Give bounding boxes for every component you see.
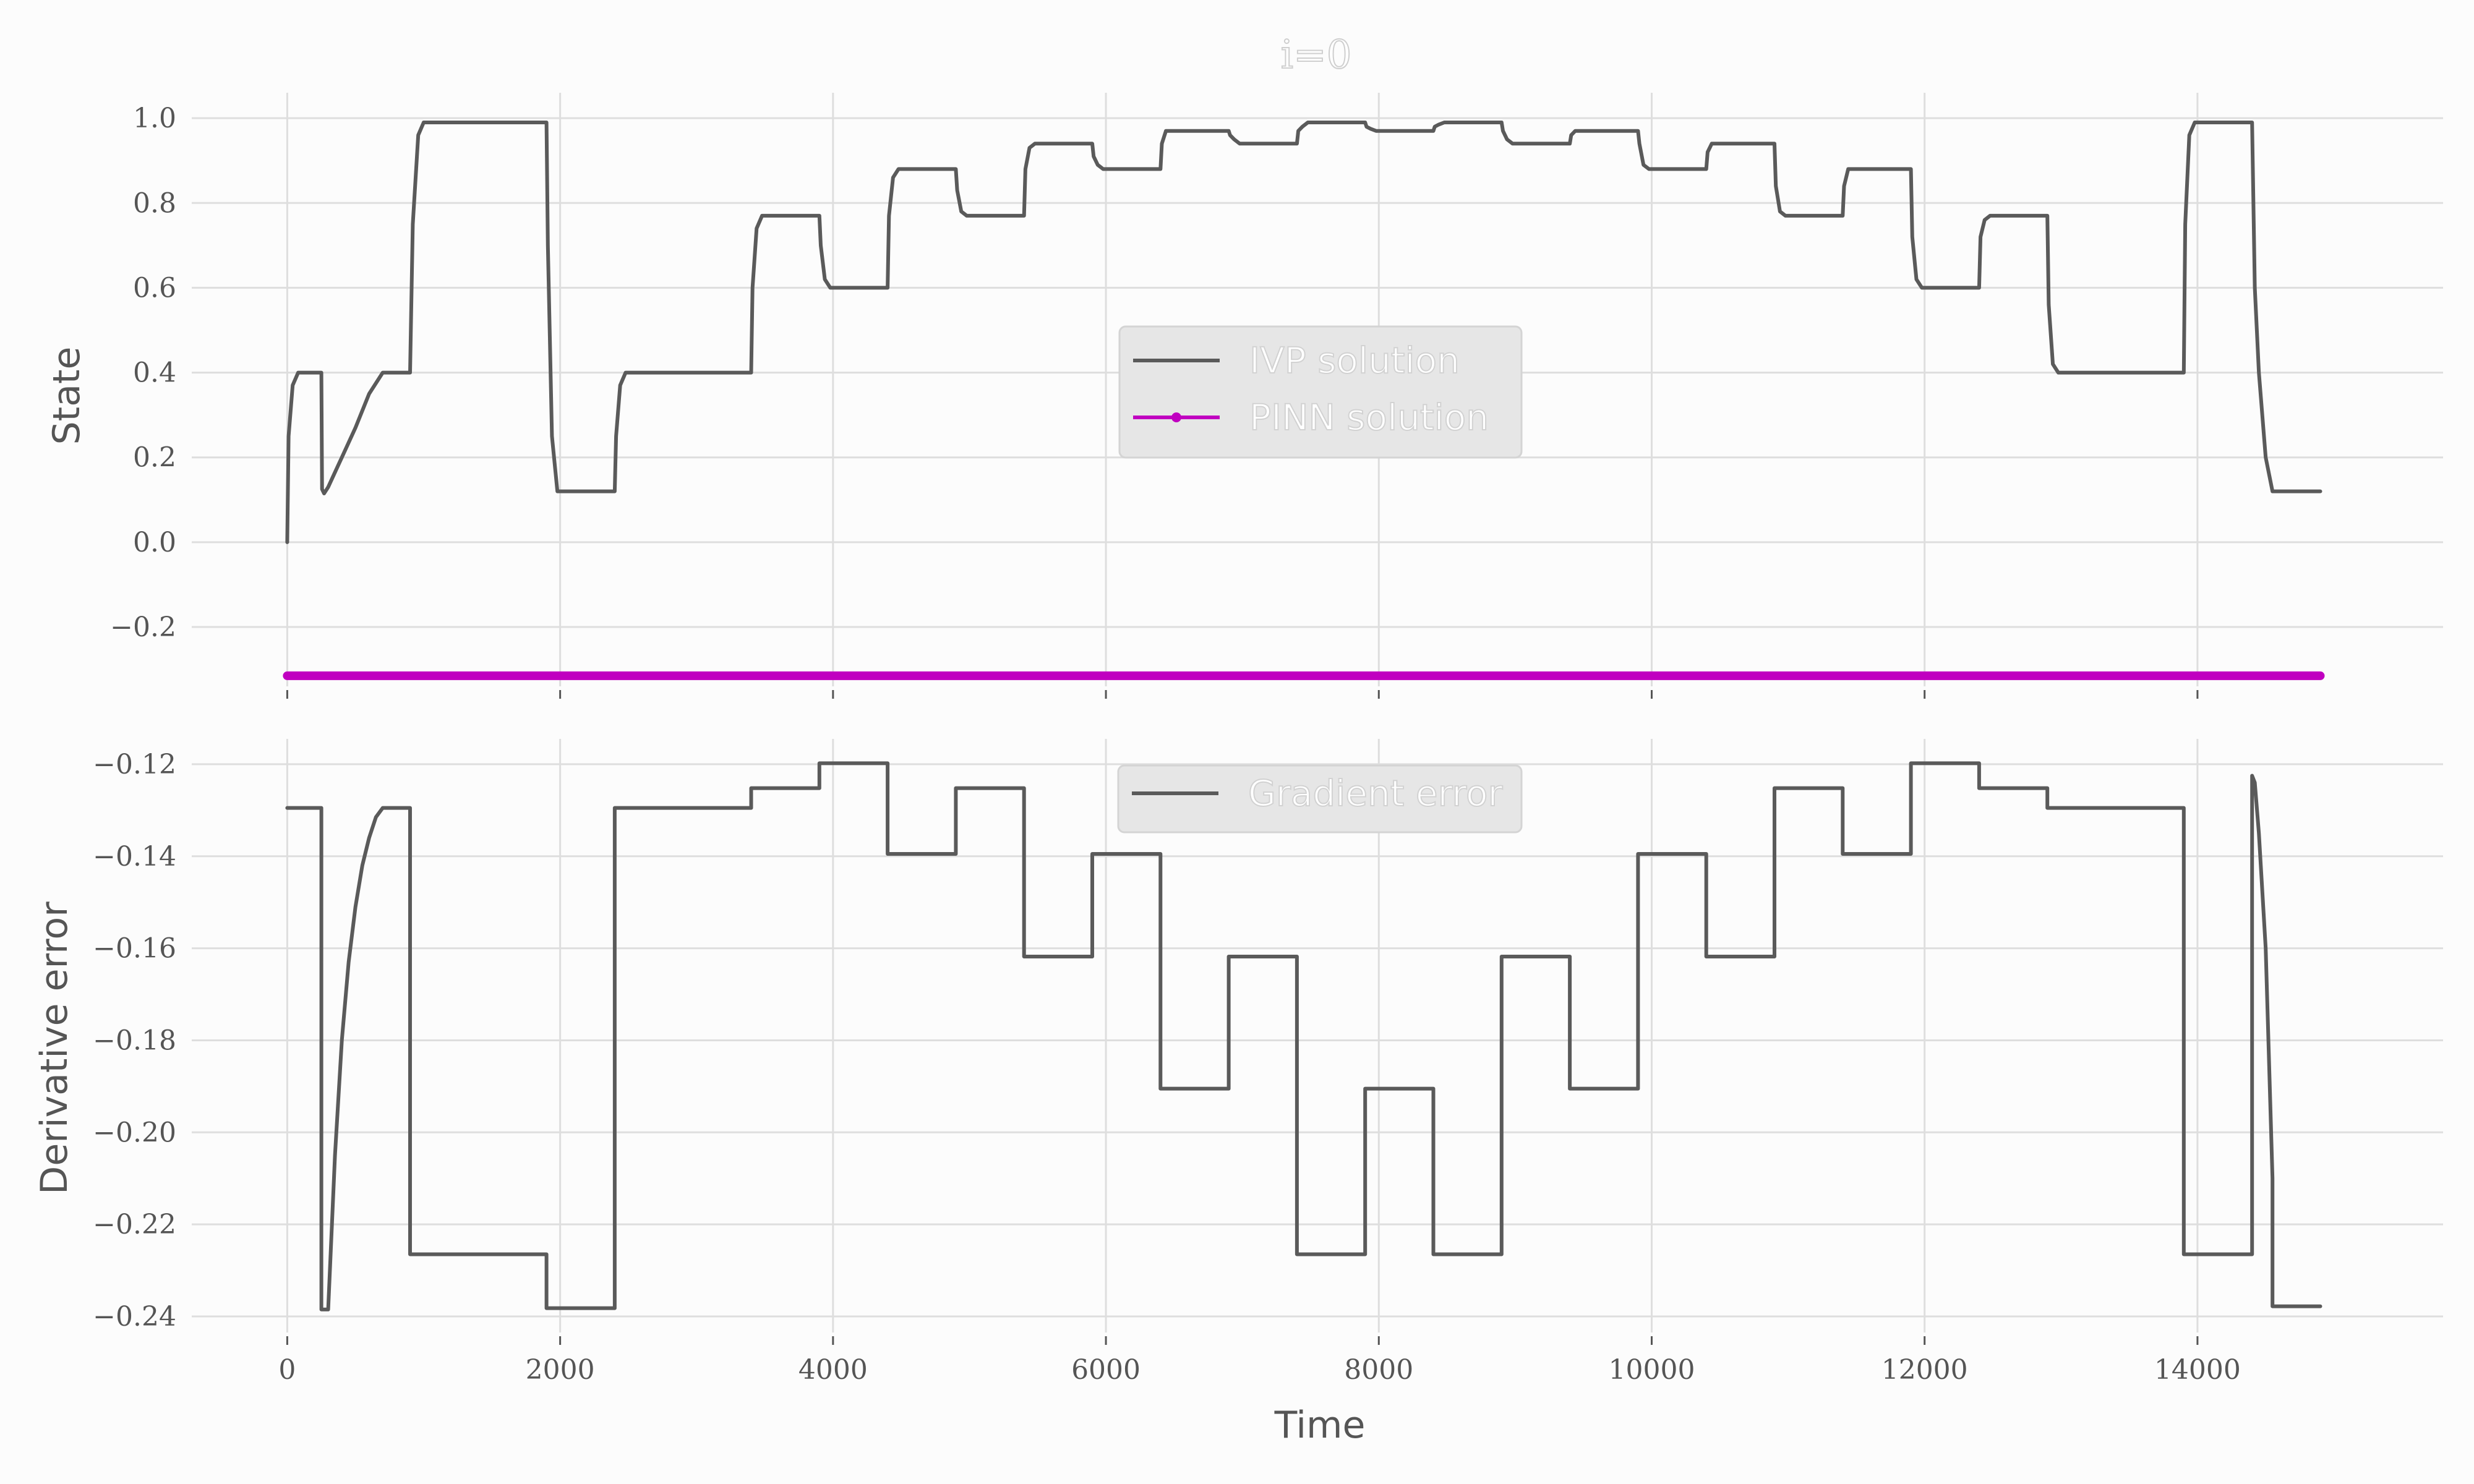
derivative-error-y-tick-label: −0.12 [93,749,176,780]
state-y-tick-label: −0.2 [110,612,176,643]
derivative-error-y-tick-label: −0.24 [93,1301,176,1333]
derivative-error-y-ticks: −0.24 −0.22 −0.20 −0.18 −0.16 −0.14 −0.12 [93,749,176,1333]
derivative-error-y-tick-label: −0.14 [93,841,176,872]
state-legend-box [1118,325,1523,459]
pinn-legend-marker [1171,412,1181,422]
x-tick-label: 4000 [798,1354,868,1386]
state-series [283,121,2325,680]
gradient-error-line [285,761,2322,1311]
gradient-error-legend-label: Gradient error [1248,772,1502,814]
derivative-error-y-tick-label: −0.16 [93,933,176,965]
x-tick-label: 6000 [1071,1354,1141,1386]
derivative-error-y-tick-label: −0.20 [93,1117,176,1148]
state-y-tick-label: 0.2 [133,442,176,474]
derivative-error-legend-box [1117,764,1523,834]
x-tick-label: 0 [278,1354,296,1386]
derivative-error-y-tick-label: −0.22 [93,1209,176,1240]
state-y-axis-label: State [45,347,88,445]
derivative-error-legend: Gradient error [1117,764,1523,834]
x-tick-label: 2000 [526,1354,595,1386]
state-panel: −0.2 0.0 0.2 0.4 0.6 0.8 1.0 State IVP solutio… [45,93,2443,699]
x-tick-label: 10000 [1608,1354,1695,1386]
state-y-tick-label: 0.8 [133,187,176,219]
derivative-error-series [285,761,2322,1311]
pinn-solution-legend-label: PINN solution [1249,396,1489,438]
x-tick-label: 12000 [1881,1354,1968,1386]
state-y-tick-label: 0.4 [133,357,176,389]
x-tick-label: 8000 [1344,1354,1413,1386]
x-tick-label: 14000 [2154,1354,2241,1386]
figure-title: i=0 [1281,32,1352,78]
state-y-ticks: −0.2 0.0 0.2 0.4 0.6 0.8 1.0 [110,103,176,643]
derivative-error-y-tick-label: −0.18 [93,1025,176,1056]
ivp-solution-legend-label: IVP solution [1249,339,1460,382]
state-y-tick-label: 0.6 [133,272,176,304]
state-x-ticks [286,690,2199,699]
state-grid [192,93,2443,686]
time-x-axis-label: Time [1274,1404,1366,1447]
state-y-tick-label: 0.0 [133,527,176,558]
derivative-error-y-axis-label: Derivative error [33,902,76,1195]
derivative-error-panel: 0 2000 4000 6000 8000 10000 12000 14000 −0.24−0… [33,739,2443,1447]
derivative-error-grid [192,739,2443,1333]
state-y-tick-label: 1.0 [133,103,176,134]
state-legend: IVP solution PINN solution [1118,325,1523,459]
derivative-error-x-ticks: 0 2000 4000 6000 8000 10000 12000 14000 [278,1336,2241,1386]
ivp-solution-line [285,121,2322,544]
